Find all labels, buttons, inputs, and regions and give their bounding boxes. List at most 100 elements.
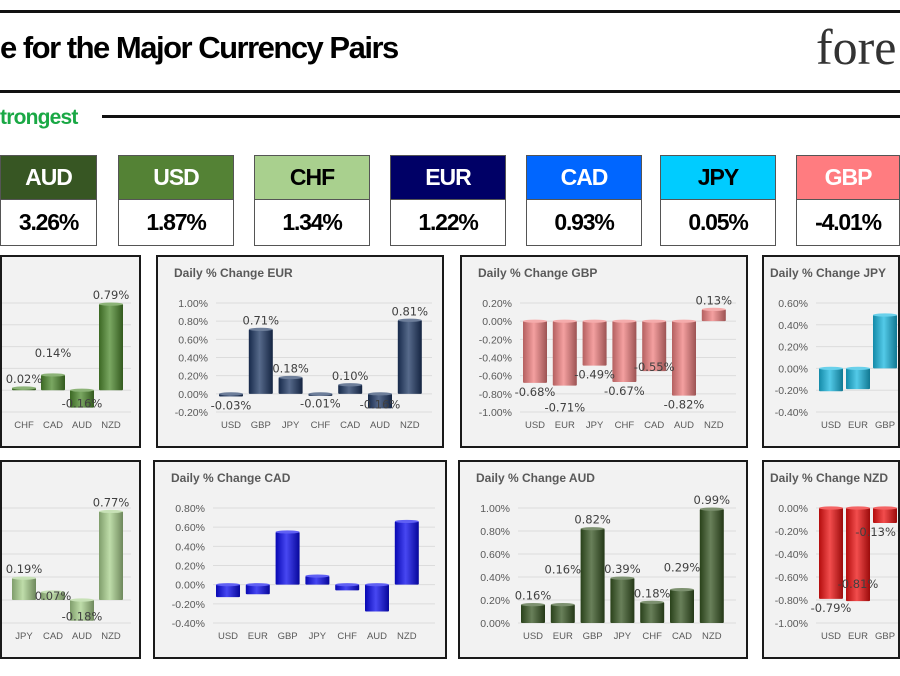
page-title: e for the Major Currency Pairs xyxy=(0,30,399,65)
y-tick-label: 1.00% xyxy=(480,503,510,515)
chart-title: Daily % Change JPY xyxy=(770,266,886,280)
ranking-box-cad: CAD 0.93% xyxy=(526,155,642,246)
x-tick-label: USD xyxy=(221,420,241,431)
x-tick-label: USD xyxy=(218,631,238,642)
bar-jpy xyxy=(582,321,607,366)
currency-label: EUR xyxy=(391,156,505,200)
chart-gbp: Daily % Change GBP 0.20% 0.00% -0.20% -0.40%… xyxy=(460,255,748,448)
data-label: -0.16% xyxy=(62,397,103,411)
bar-cap xyxy=(846,366,870,370)
bar-cap xyxy=(41,373,65,377)
bar-cap xyxy=(308,392,333,396)
chart-title: Daily % Change NZD xyxy=(770,471,888,485)
x-tick-label: USD xyxy=(821,420,841,431)
data-label: -0.03% xyxy=(211,399,252,413)
y-tick-label: -0.80% xyxy=(775,595,808,607)
data-label: -0.68% xyxy=(515,385,556,399)
x-tick-label: NZD xyxy=(397,631,417,642)
bar-nzd xyxy=(701,309,726,322)
chart-title: Daily % Change CAD xyxy=(171,471,291,485)
section-rule xyxy=(102,115,900,118)
bar-cap xyxy=(552,319,577,323)
y-tick-label: 1.00% xyxy=(178,298,208,310)
logo: fore xyxy=(816,19,897,75)
y-tick-label: -0.20% xyxy=(172,599,205,611)
data-label: -0.79% xyxy=(811,601,852,615)
y-tick-label: 0.20% xyxy=(778,342,808,354)
bar-aud xyxy=(70,600,94,621)
x-tick-label: AUD xyxy=(370,420,390,431)
y-tick-label: 0.40% xyxy=(778,320,808,332)
x-tick-label: CAD xyxy=(43,631,63,642)
y-tick-label: 0.40% xyxy=(480,572,510,584)
y-tick-label: 0.40% xyxy=(175,541,205,553)
data-label: -0.67% xyxy=(604,384,645,398)
y-tick-label: 0.40% xyxy=(178,353,208,365)
x-tick-label: JPY xyxy=(15,631,33,642)
bar-gbp xyxy=(248,329,273,394)
data-label: -0.01% xyxy=(300,397,341,411)
x-tick-label: GBP xyxy=(251,420,271,431)
x-tick-label: AUD xyxy=(72,420,92,431)
x-tick-label: NZD xyxy=(101,420,121,431)
bar-aud xyxy=(70,390,94,408)
chart-title: Daily % Change GBP xyxy=(478,266,597,280)
x-tick-label: GBP xyxy=(875,420,895,431)
data-label: 0.10% xyxy=(332,369,369,383)
bar-chf xyxy=(335,584,360,591)
data-label: 0.81% xyxy=(392,304,429,318)
currency-change: 1.22% xyxy=(391,200,505,245)
bar-cap xyxy=(365,583,389,587)
chart-chf: JPY CAD AUD NZD 0.19% 0.07% -0.18% 0.77% xyxy=(0,460,141,659)
y-tick-label: -0.20% xyxy=(175,407,208,419)
x-tick-label: EUR xyxy=(248,631,268,642)
y-tick-label: 0.00% xyxy=(480,618,510,630)
x-tick-label: CAD xyxy=(43,420,63,431)
bar-jpy xyxy=(12,578,36,600)
data-label: 0.14% xyxy=(35,346,72,360)
x-tick-label: EUR xyxy=(848,631,868,642)
bar-cap xyxy=(99,509,123,514)
bar-cad xyxy=(338,384,363,394)
y-tick-label: 0.60% xyxy=(175,522,205,534)
bar-cap xyxy=(580,527,605,531)
x-tick-label: JPY xyxy=(614,631,632,642)
bar-chf xyxy=(612,321,637,383)
y-tick-label: -0.20% xyxy=(775,526,808,538)
header-rule xyxy=(0,90,900,93)
y-tick-label: -0.40% xyxy=(479,353,512,365)
bar-cad xyxy=(670,589,694,623)
bar-aud xyxy=(365,584,389,612)
bar-cap xyxy=(305,574,330,578)
x-tick-label: AUD xyxy=(674,420,694,431)
bar-cad xyxy=(642,321,667,372)
x-tick-label: JPY xyxy=(309,631,327,642)
y-tick-label: 0.00% xyxy=(178,389,208,401)
bar-chf xyxy=(640,602,665,623)
x-tick-label: CAD xyxy=(340,420,360,431)
bar-cap xyxy=(612,319,637,323)
data-label: -0.71% xyxy=(544,401,585,415)
currency-change: 0.05% xyxy=(661,200,775,245)
bar-cap xyxy=(278,375,303,380)
currency-label: USD xyxy=(119,156,233,200)
bar-cap xyxy=(245,583,270,587)
currency-change: 1.87% xyxy=(119,200,233,245)
bar-cap xyxy=(642,319,667,323)
y-tick-label: -0.80% xyxy=(479,389,512,401)
x-tick-label: CHF xyxy=(337,631,357,642)
y-tick-label: -0.40% xyxy=(775,407,808,419)
chart-title: Daily % Change AUD xyxy=(476,471,595,485)
y-tick-label: 0.60% xyxy=(480,549,510,561)
bar-eur xyxy=(846,368,870,390)
chart-jpy: Daily % Change JPY 0.60% 0.40% 0.20% 0.00% -0… xyxy=(762,255,900,448)
y-tick-label: 0.00% xyxy=(175,580,205,592)
y-tick-label: 0.60% xyxy=(178,334,208,346)
bar-gbp xyxy=(873,314,897,369)
bar-usd xyxy=(523,321,547,383)
bar-cap xyxy=(873,506,897,510)
x-tick-label: EUR xyxy=(555,420,575,431)
x-tick-label: GBP xyxy=(278,631,298,642)
data-label: 0.18% xyxy=(634,586,671,600)
data-label: -0.49% xyxy=(574,368,615,382)
